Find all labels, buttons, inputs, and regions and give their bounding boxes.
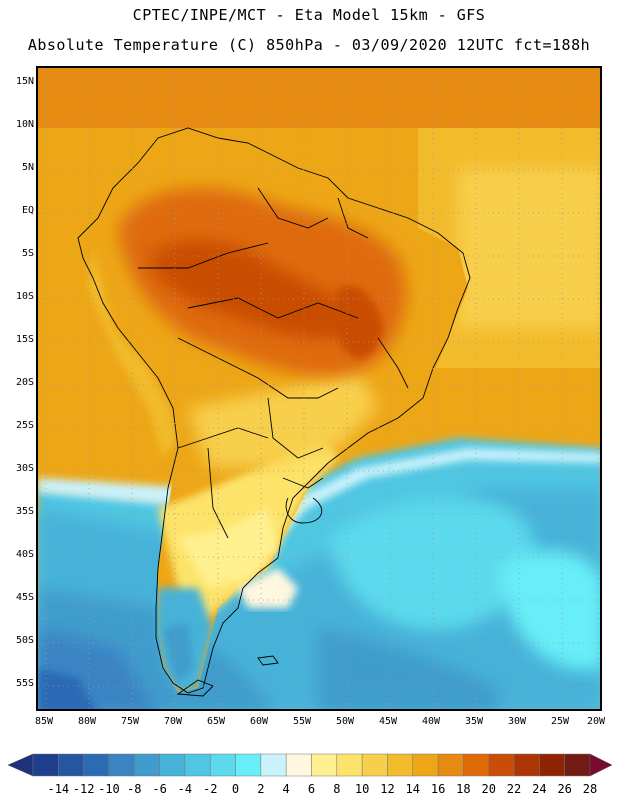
colorbar-tick-label: -4: [177, 782, 193, 796]
lon-label: 45W: [378, 716, 398, 727]
colorbar-tick-label: 28: [582, 782, 598, 796]
colorbar-swatch: [437, 753, 464, 777]
colorbar-swatch: [513, 753, 540, 777]
colorbar-tick-label: 8: [333, 782, 341, 796]
colorbar-tick-label: -12: [72, 782, 95, 796]
temperature-field: [38, 68, 600, 709]
lat-label: EQ: [21, 205, 34, 216]
lon-label: 60W: [249, 716, 269, 727]
lat-label: 30S: [15, 463, 34, 474]
lat-label: 35S: [15, 506, 34, 517]
lon-label: 75W: [120, 716, 140, 727]
colorbar-tick-label: -14: [47, 782, 70, 796]
colorbar-swatch: [311, 753, 338, 777]
lat-label: 15S: [15, 334, 34, 345]
colorbar-tick-label: -8: [127, 782, 142, 796]
colorbar-swatch: [159, 753, 186, 777]
falklands: [257, 655, 279, 666]
colorbar-under-triangle: [7, 753, 34, 777]
colorbar-swatch: [285, 753, 312, 777]
colorbar-swatch: [539, 753, 565, 777]
lon-label: 85W: [34, 716, 54, 727]
lat-label: 10N: [15, 119, 34, 130]
colorbar-tick-label: 0: [231, 782, 240, 796]
colorbar-swatch: [83, 753, 110, 777]
colorbar-tick-label: 24: [532, 782, 547, 796]
lon-label: 20W: [586, 716, 606, 727]
colorbar-swatch: [387, 753, 414, 777]
lon-label: 55W: [292, 716, 312, 727]
colorbar-swatch: [134, 753, 160, 777]
lat-label: 20S: [15, 377, 34, 388]
map-title-line2: Absolute Temperature (C) 850hPa - 03/09/…: [27, 36, 591, 54]
colorbar-swatch: [58, 753, 84, 777]
colorbar-tick-label: 6: [307, 782, 316, 796]
lat-label: 50S: [15, 635, 34, 646]
colorbar-swatch: [336, 753, 363, 777]
lat-label: 40S: [15, 549, 34, 560]
colorbar-swatch: [412, 753, 439, 777]
lat-label: 10S: [15, 291, 34, 302]
colorbar-tick-label: -6: [152, 782, 167, 796]
map-title-line1: CPTEC/INPE/MCT - Eta Model 15km - GFS: [132, 6, 486, 24]
colorbar-swatch: [209, 753, 236, 777]
colorbar-swatch: [32, 753, 59, 777]
lat-label: 15N: [15, 76, 34, 87]
lat-label: 55S: [15, 678, 34, 689]
lon-label: 50W: [335, 716, 355, 727]
colorbar-swatch: [463, 753, 489, 777]
colorbar-swatch: [184, 753, 211, 777]
colorbar-over-triangle: [589, 753, 613, 777]
colorbar-tick-label: 4: [282, 782, 290, 796]
colorbar-swatch: [564, 753, 591, 777]
lat-label: 5N: [21, 162, 34, 173]
lon-label: 80W: [77, 716, 97, 727]
colorbar-tick-label: 14: [405, 782, 420, 796]
colorbar-tick-label: -10: [98, 782, 120, 796]
colorbar-tick-label: -2: [202, 782, 218, 796]
colorbar-swatch: [488, 753, 515, 777]
colorbar-tick-label: 2: [257, 782, 265, 796]
lat-label: 45S: [15, 592, 34, 603]
lon-label: 40W: [421, 716, 441, 727]
colorbar-swatch: [108, 753, 135, 777]
lat-label: 5S: [21, 248, 34, 259]
lon-label: 35W: [464, 716, 484, 727]
colorbar-tick-label: 20: [481, 782, 496, 796]
colorbar-tick-label: 10: [354, 782, 370, 796]
country-borders: [77, 127, 471, 694]
colorbar-tick-label: 26: [557, 782, 572, 796]
lat-label: 25S: [15, 420, 34, 431]
colorbar-tick-label: 22: [506, 782, 522, 796]
colorbar-swatch: [260, 753, 287, 777]
colorbar-swatch: [235, 753, 262, 777]
temperature-colorbar: [7, 753, 613, 777]
colorbar-tick-label: 12: [380, 782, 395, 796]
colorbar-swatch: [361, 753, 388, 777]
lon-label: 70W: [163, 716, 183, 727]
lon-label: 25W: [550, 716, 570, 727]
temperature-map: [36, 66, 602, 711]
lon-label: 65W: [206, 716, 226, 727]
lon-label: 30W: [507, 716, 527, 727]
colorbar-tick-label: 16: [430, 782, 446, 796]
colorbar-tick-label: 18: [456, 782, 471, 796]
